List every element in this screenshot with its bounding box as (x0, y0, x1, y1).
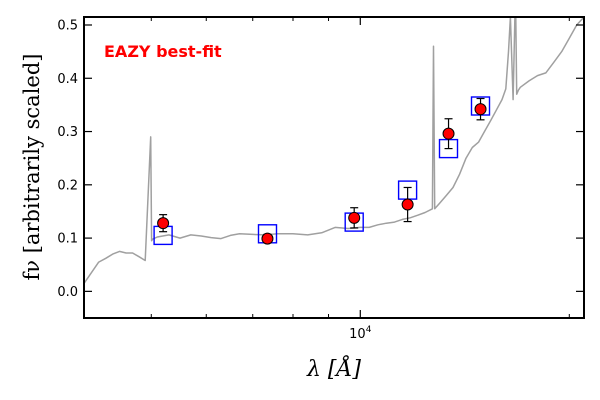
template-spectrum-line (84, 17, 584, 284)
observed-flux-point (348, 211, 361, 224)
observed-flux-point (474, 103, 487, 116)
annotation-label: EAZY best-fit (104, 42, 222, 61)
observed-flux-point (261, 232, 274, 245)
y-axis-title: fν [arbitrarily scaled] (20, 54, 44, 281)
y-tick-label: 0.4 (57, 72, 78, 87)
x-tick-label-base: 10 (349, 327, 366, 342)
plot-layer (84, 17, 584, 284)
observed-flux-point (401, 198, 414, 211)
observed-flux-point (157, 217, 170, 230)
y-tick-label: 0.5 (57, 18, 78, 33)
x-axis-title: λ [Å] (306, 354, 361, 382)
axes-layer: 0.0 0.1 0.2 0.3 0.4 0.5 104 (57, 16, 585, 342)
x-tick-label-exponent: 4 (366, 325, 372, 335)
x-tick-label: 104 (349, 325, 372, 342)
y-tick-label: 0.0 (57, 285, 78, 300)
y-tick-label: 0.1 (57, 232, 78, 247)
y-tick-label: 0.2 (57, 178, 78, 193)
axes-frame (83, 16, 585, 319)
observed-flux-point (442, 127, 455, 140)
y-tick-label: 0.3 (57, 125, 78, 140)
